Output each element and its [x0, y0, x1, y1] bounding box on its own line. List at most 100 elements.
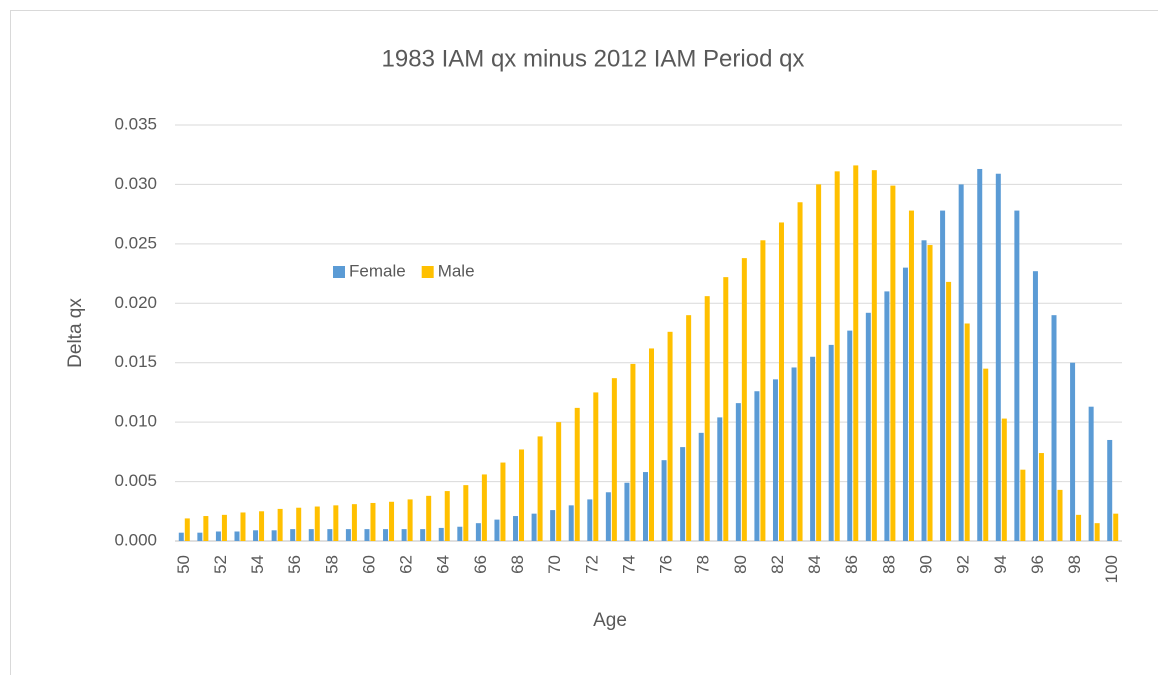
bar — [519, 449, 525, 541]
bar — [605, 492, 611, 541]
x-tick-label: 72 — [582, 555, 601, 574]
bar — [735, 403, 741, 541]
x-tick-label: 96 — [1028, 555, 1047, 574]
bar — [791, 367, 797, 541]
bar — [797, 202, 803, 541]
legend-label: Female — [349, 261, 406, 280]
bar — [531, 513, 537, 541]
bar — [259, 511, 265, 541]
bar — [977, 168, 983, 541]
x-tick-label: 86 — [842, 555, 861, 574]
bar — [234, 531, 240, 541]
y-tick-label: 0.025 — [114, 233, 157, 252]
bar — [345, 529, 351, 541]
bar — [178, 532, 184, 541]
bar — [643, 472, 648, 541]
bar — [871, 170, 877, 541]
bar — [438, 527, 444, 541]
x-tick-label: 98 — [1065, 555, 1084, 574]
bar — [463, 485, 469, 541]
x-tick-label: 50 — [174, 555, 193, 574]
bar — [314, 506, 320, 541]
bar — [611, 378, 617, 541]
bar — [680, 447, 686, 541]
bar — [481, 474, 487, 541]
bar — [717, 417, 723, 541]
bar — [649, 348, 654, 541]
x-tick-label: 88 — [879, 555, 898, 574]
x-tick-label: 78 — [694, 555, 713, 574]
bar — [333, 505, 339, 541]
y-tick-label: 0.015 — [114, 352, 157, 371]
legend-swatch — [333, 266, 345, 278]
x-tick-label: 74 — [619, 555, 638, 574]
bar — [908, 210, 914, 541]
bar — [475, 523, 481, 541]
bar — [884, 291, 890, 541]
bar — [1094, 523, 1100, 541]
bar — [760, 240, 766, 541]
bar — [816, 184, 822, 541]
bar — [810, 356, 816, 541]
bar — [537, 436, 543, 541]
bar — [426, 495, 432, 541]
bar — [327, 529, 333, 541]
x-tick-label: 66 — [471, 555, 490, 574]
bar — [383, 529, 389, 541]
x-tick-label: 52 — [211, 555, 230, 574]
bar — [513, 516, 519, 541]
bar — [290, 529, 296, 541]
bar — [661, 460, 667, 541]
x-tick-label: 92 — [954, 555, 973, 574]
bar — [221, 514, 227, 541]
x-tick-label: 84 — [805, 555, 824, 574]
bar — [500, 462, 506, 541]
bar — [723, 277, 729, 541]
bar — [197, 532, 203, 541]
bar — [890, 185, 896, 542]
bar — [995, 173, 1001, 541]
bar — [556, 422, 562, 541]
x-axis-title: Age — [593, 610, 627, 631]
bar — [420, 529, 426, 541]
bar — [698, 432, 704, 541]
x-tick-label: 94 — [991, 555, 1010, 574]
bar — [686, 315, 692, 541]
bar — [946, 281, 952, 541]
bar — [1014, 210, 1020, 541]
bar — [253, 530, 259, 541]
x-tick-label: 62 — [397, 555, 416, 574]
bar — [667, 331, 673, 541]
bar — [1113, 513, 1119, 541]
bar — [296, 507, 302, 541]
x-tick-label: 58 — [322, 555, 341, 574]
x-tick-label: 80 — [731, 555, 750, 574]
bar — [847, 330, 853, 541]
bar — [902, 267, 908, 541]
x-tick-label: 54 — [248, 555, 267, 574]
bar — [624, 482, 630, 541]
y-tick-label: 0.010 — [114, 412, 157, 431]
bar — [271, 530, 277, 541]
bar — [1020, 469, 1026, 541]
bar — [364, 529, 370, 541]
bar — [927, 245, 933, 541]
bar — [457, 526, 463, 541]
y-tick-label: 0.035 — [114, 114, 157, 133]
x-tick-label: 56 — [285, 555, 304, 574]
bar — [828, 344, 834, 541]
bar — [351, 504, 357, 541]
legend-swatch — [421, 266, 434, 278]
bar — [494, 519, 500, 541]
bar — [1107, 439, 1113, 541]
y-tick-label: 0.005 — [114, 471, 157, 490]
bar — [1038, 453, 1044, 541]
y-tick-label: 0.000 — [114, 530, 157, 549]
bar — [308, 529, 314, 541]
x-tick-label: 68 — [508, 555, 527, 574]
x-tick-label: 70 — [545, 555, 564, 574]
bar — [587, 499, 593, 541]
bar — [593, 392, 599, 541]
bar — [1032, 271, 1038, 541]
